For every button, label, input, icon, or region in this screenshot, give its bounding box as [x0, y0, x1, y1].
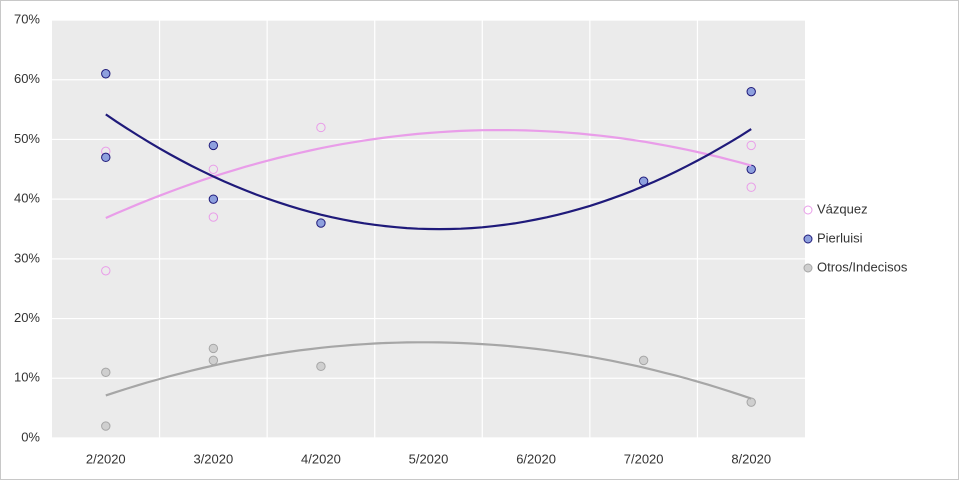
- point: [746, 182, 756, 192]
- x-tick-label: 4/2020: [301, 451, 341, 466]
- point: [101, 421, 111, 431]
- point: [316, 218, 326, 228]
- x-tick-label: 5/2020: [409, 451, 449, 466]
- legend-marker: [803, 234, 813, 244]
- point: [746, 164, 756, 174]
- point: [101, 266, 111, 276]
- point: [746, 140, 756, 151]
- point: [208, 194, 219, 204]
- point: [101, 152, 111, 163]
- legend-label: Pierluisi: [817, 230, 863, 245]
- x-tick-label: 8/2020: [731, 451, 771, 466]
- point: [746, 86, 756, 97]
- x-tick-label: 3/2020: [193, 451, 233, 466]
- y-tick-label: 20%: [14, 310, 40, 325]
- y-tick-label: 40%: [14, 191, 40, 206]
- point: [208, 140, 219, 151]
- point: [316, 361, 326, 372]
- legend-label: Otros/Indecisos: [817, 259, 908, 274]
- legend-label: Vázquez: [817, 201, 868, 216]
- x-tick-label: 7/2020: [624, 451, 664, 466]
- y-tick-label: 10%: [14, 370, 40, 385]
- y-tick-label: 0%: [21, 429, 40, 444]
- y-tick-label: 30%: [14, 250, 40, 265]
- y-tick-label: 70%: [14, 11, 40, 26]
- x-tick-label: 2/2020: [86, 451, 126, 466]
- legend-marker: [803, 205, 813, 215]
- y-tick-label: 60%: [14, 71, 40, 86]
- point: [208, 343, 219, 354]
- point: [316, 122, 326, 133]
- point: [638, 355, 649, 366]
- point: [208, 355, 219, 366]
- trendline: [105, 113, 752, 231]
- point: [101, 367, 111, 378]
- point: [208, 212, 219, 222]
- y-tick-label: 50%: [14, 131, 40, 146]
- legend-marker: [803, 263, 813, 273]
- point: [208, 164, 219, 174]
- point: [101, 69, 111, 79]
- trendline: [105, 341, 752, 400]
- x-tick-label: 6/2020: [516, 451, 556, 466]
- point: [746, 397, 756, 407]
